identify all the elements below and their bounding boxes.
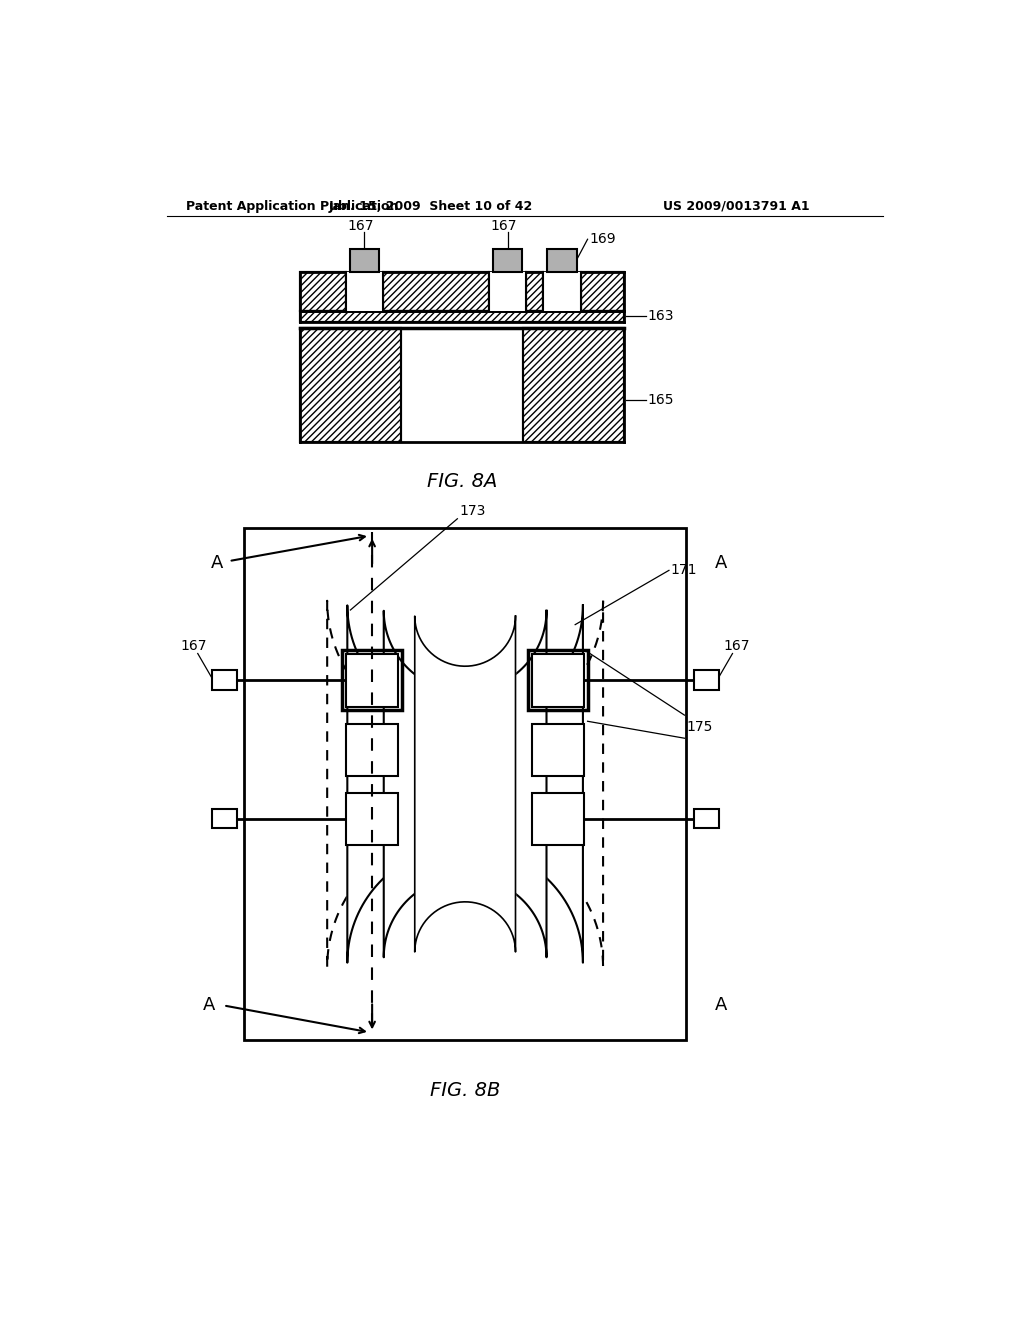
Text: A: A [211,553,223,572]
Polygon shape [523,327,624,442]
Bar [531,793,585,845]
Polygon shape [346,272,383,312]
Text: US 2009/0013791 A1: US 2009/0013791 A1 [663,199,809,213]
Bar [346,655,398,706]
Bar [212,671,237,689]
Text: A: A [715,997,727,1014]
Text: FIG. 8A: FIG. 8A [427,473,498,491]
Text: 163: 163 [647,309,674,323]
Polygon shape [415,616,515,952]
Polygon shape [300,272,346,312]
Bar [493,249,522,272]
Polygon shape [526,272,544,312]
Bar [245,528,686,1040]
Polygon shape [347,606,583,962]
Text: 169: 169 [589,232,615,247]
Bar [528,651,589,710]
Bar [212,809,237,829]
Polygon shape [581,272,624,312]
Text: 167: 167 [490,219,517,234]
Text: A: A [715,553,727,572]
Bar [531,723,585,776]
Text: 165: 165 [647,393,674,407]
Bar [693,671,719,689]
Polygon shape [544,272,581,312]
Bar [547,249,577,272]
Text: 167: 167 [180,639,207,653]
Text: 167: 167 [347,219,374,234]
Text: Jan. 15, 2009  Sheet 10 of 42: Jan. 15, 2009 Sheet 10 of 42 [328,199,532,213]
Text: Patent Application Publication: Patent Application Publication [186,199,398,213]
Bar [531,655,585,706]
Text: A: A [203,997,216,1014]
Bar [346,723,398,776]
Text: 175: 175 [686,719,713,734]
Polygon shape [300,312,624,322]
Bar [346,793,398,845]
Bar [342,651,402,710]
Bar [349,249,379,272]
Polygon shape [489,272,526,312]
Text: FIG. 8B: FIG. 8B [430,1081,501,1100]
Bar [693,809,719,829]
Text: 167: 167 [723,639,750,653]
Polygon shape [384,611,547,957]
Text: 171: 171 [671,564,697,577]
Polygon shape [300,327,400,442]
Text: 173: 173 [460,504,486,517]
Polygon shape [383,272,489,312]
